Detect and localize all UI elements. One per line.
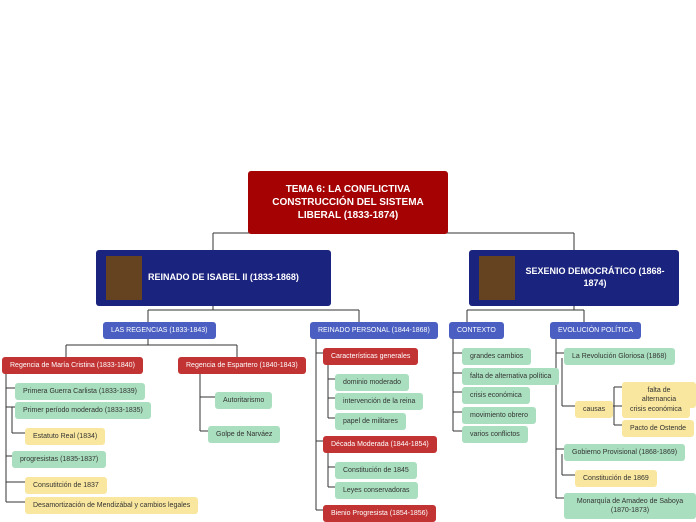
contexto-item1: falta de alternativa política	[462, 368, 559, 385]
decada-moderada: Década Moderada (1844-1854)	[323, 436, 437, 453]
bienio: Bienio Progresista (1854-1856)	[323, 505, 436, 522]
root-node: TEMA 6: LA CONFLICTIVA CONSTRUCCIÓN DEL …	[248, 171, 448, 234]
cristina-item0: Primera Guerra Carlista (1833-1839)	[15, 383, 145, 400]
cristina-item1: Primer período moderado (1833-1835)	[15, 402, 151, 419]
caracteristicas: Características generales	[323, 348, 418, 365]
cristina-item3: progresistas (1835-1837)	[12, 451, 106, 468]
cristina-item4: Consutitción de 1837	[25, 477, 107, 494]
caract-item1: intervención de la reina	[335, 393, 423, 410]
regencia-espartero: Regencia de Espartero (1840-1843)	[178, 357, 306, 374]
gobierno-provisional: Gobierno Provisional (1868-1869)	[564, 444, 685, 461]
causa1: crisis económica	[622, 401, 690, 418]
isabel-portrait	[106, 256, 142, 300]
contexto-item4: varios conflictos	[462, 426, 528, 443]
moderada-item0: Constitución de 1845	[335, 462, 417, 479]
moderada-item1: Leyes conservadoras	[335, 482, 418, 499]
branch2-node: SEXENIO DEMOCRÁTICO (1868-1874)	[469, 250, 679, 306]
sexenio-portrait	[479, 256, 515, 300]
branch1-title: REINADO DE ISABEL II (1833-1868)	[148, 272, 299, 284]
monarquia-amadeo: Monarquía de Amadeo de Saboya (1870-1873…	[564, 493, 696, 519]
contexto-item3: movimiento obrero	[462, 407, 536, 424]
sub-regencias: LAS REGENCIAS (1833-1843)	[103, 322, 216, 339]
branch2-title: SEXENIO DEMOCRÁTICO (1868-1874)	[521, 266, 669, 289]
caract-item0: dominio moderado	[335, 374, 409, 391]
contexto-item0: grandes cambios	[462, 348, 531, 365]
causa2: Pacto de Ostende	[622, 420, 694, 437]
espartero-item0: Autoritarismo	[215, 392, 272, 409]
espartero-item1: Golpe de Narváez	[208, 426, 280, 443]
sub-evolucion: EVOLUCIÓN POLÍTICA	[550, 322, 641, 339]
caract-item2: papel de militares	[335, 413, 406, 430]
cristina-item5: Desamortización de Mendizábal y cambios …	[25, 497, 198, 514]
sub-personal: REINADO PERSONAL (1844-1868)	[310, 322, 438, 339]
revolucion: La Revolución Gloriosa (1868)	[564, 348, 675, 365]
constitucion-1869: Constitución de 1869	[575, 470, 657, 487]
cristina-item2: Estatuto Real (1834)	[25, 428, 105, 445]
regencia-cristina: Regencia de María Cristina (1833-1840)	[2, 357, 143, 374]
causas-label: causas	[575, 401, 613, 418]
contexto-item2: crisis económica	[462, 387, 530, 404]
branch1-node: REINADO DE ISABEL II (1833-1868)	[96, 250, 331, 306]
sub-contexto: CONTEXTO	[449, 322, 504, 339]
root-title: TEMA 6: LA CONFLICTIVA CONSTRUCCIÓN DEL …	[272, 184, 424, 221]
